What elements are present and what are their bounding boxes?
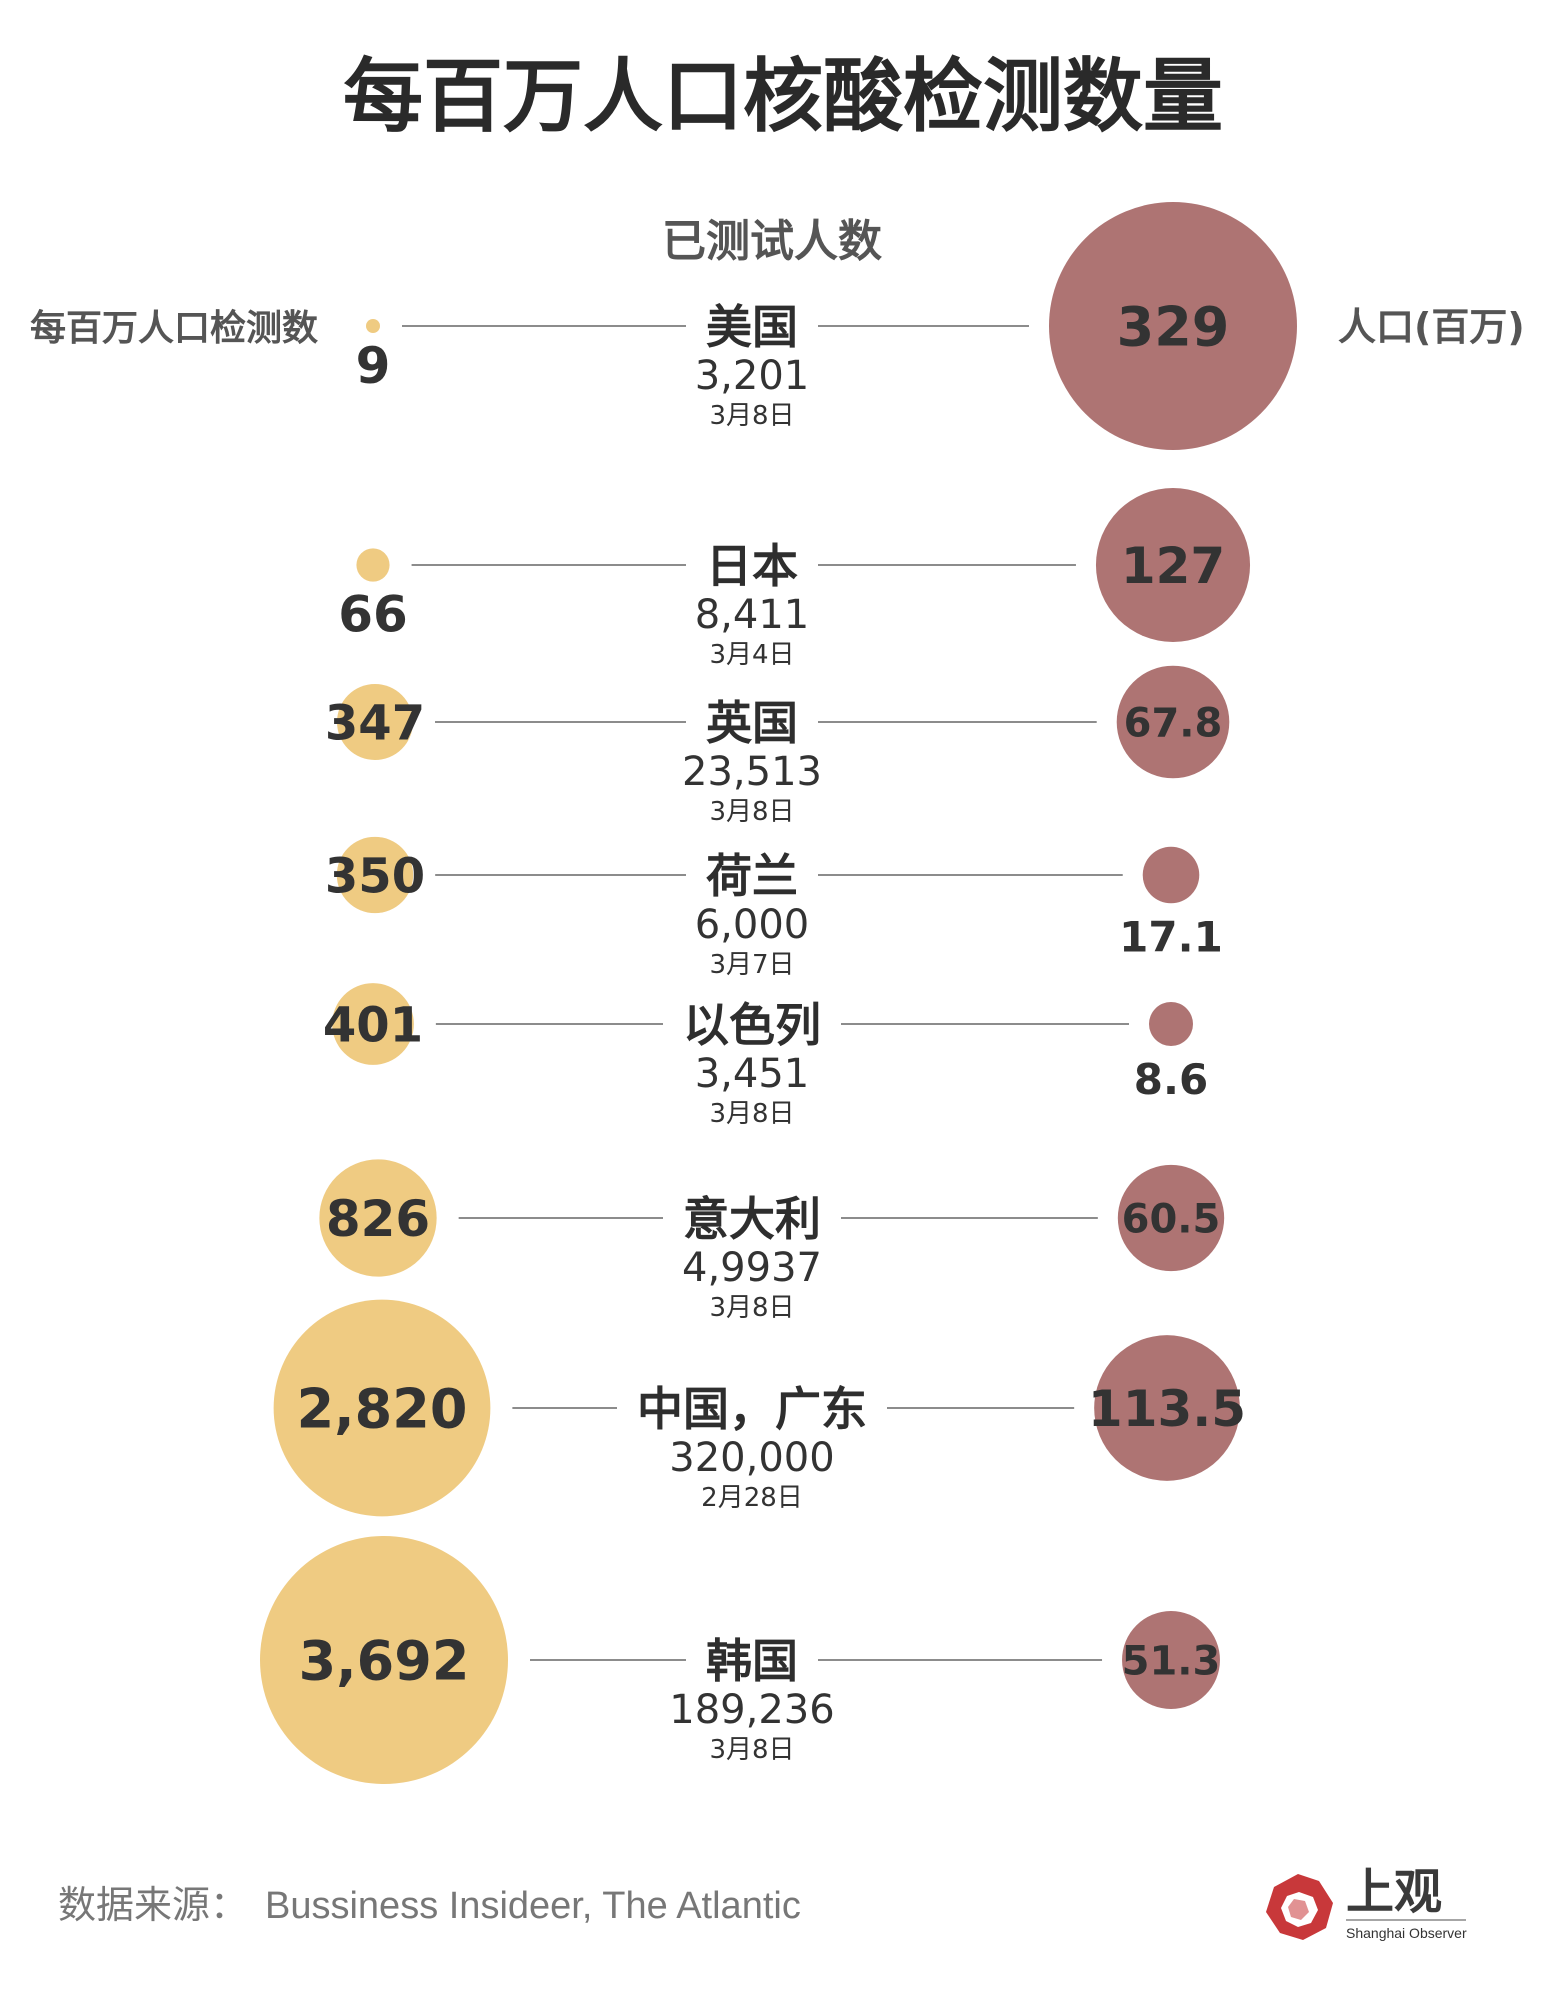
population-label: 113.5 bbox=[1088, 1380, 1246, 1438]
right-header: 人口(百万) bbox=[1338, 305, 1525, 349]
tests-per-million-label: 3,692 bbox=[299, 1629, 470, 1692]
population-bubble bbox=[1095, 487, 1251, 643]
tested-count: 4,9937 bbox=[682, 1245, 822, 1291]
tested-count: 3,201 bbox=[695, 353, 810, 399]
population-label: 67.8 bbox=[1124, 700, 1223, 746]
tested-count: 320,000 bbox=[669, 1435, 834, 1481]
logo-mark-icon bbox=[1266, 1874, 1333, 1940]
country-name: 美国 bbox=[706, 300, 798, 354]
population-bubble bbox=[1122, 1611, 1220, 1709]
tests-per-million-bubble bbox=[332, 983, 414, 1065]
tests-per-million-label: 347 bbox=[325, 695, 425, 751]
test-date: 3月8日 bbox=[709, 1293, 794, 1323]
tests-per-million-label: 9 bbox=[356, 337, 391, 395]
population-bubble bbox=[1049, 202, 1297, 450]
country-name: 以色列 bbox=[683, 998, 821, 1052]
tests-per-million-bubble bbox=[356, 548, 390, 582]
logo-text: 上观 bbox=[1346, 1864, 1442, 1920]
tests-per-million-label: 2,820 bbox=[297, 1377, 468, 1440]
test-date: 3月8日 bbox=[709, 1099, 794, 1129]
population-bubble bbox=[1116, 665, 1230, 779]
country-name: 中国，广东 bbox=[637, 1382, 867, 1436]
source-label: 数据来源： bbox=[58, 1885, 248, 1927]
tests-per-million-label: 826 bbox=[326, 1190, 430, 1248]
population-label: 51.3 bbox=[1122, 1638, 1221, 1684]
test-date: 3月8日 bbox=[709, 401, 794, 431]
tested-count: 189,236 bbox=[669, 1687, 834, 1733]
tested-count: 3,451 bbox=[695, 1051, 810, 1097]
logo: 上观 Shanghai Observer bbox=[1266, 1864, 1467, 1941]
tested-count: 6,000 bbox=[695, 902, 810, 948]
country-name: 英国 bbox=[706, 696, 798, 750]
center-header: 已测试人数 bbox=[662, 216, 882, 267]
population-bubble bbox=[1094, 1335, 1240, 1481]
tests-per-million-bubble bbox=[273, 1299, 491, 1517]
tests-per-million-bubble bbox=[366, 319, 380, 333]
population-label: 127 bbox=[1121, 537, 1225, 595]
test-date: 3月7日 bbox=[709, 950, 794, 980]
tests-per-million-label: 401 bbox=[323, 997, 423, 1053]
tests-per-million-label: 66 bbox=[338, 586, 408, 644]
population-label: 329 bbox=[1117, 295, 1230, 358]
test-date: 3月8日 bbox=[709, 797, 794, 827]
population-label: 60.5 bbox=[1122, 1196, 1221, 1242]
country-name: 日本 bbox=[706, 539, 798, 593]
test-date: 3月4日 bbox=[709, 640, 794, 670]
test-date: 3月8日 bbox=[709, 1735, 794, 1765]
left-header: 每百万人口检测数 bbox=[30, 308, 318, 349]
tests-per-million-label: 350 bbox=[325, 848, 425, 904]
tests-per-million-bubble bbox=[260, 1536, 508, 1784]
source-text: Bussiness Insideer, The Atlantic bbox=[265, 1885, 801, 1927]
population-bubble bbox=[1149, 1002, 1193, 1046]
test-date: 2月28日 bbox=[701, 1483, 803, 1513]
tested-count: 23,513 bbox=[682, 749, 822, 795]
population-bubble bbox=[1117, 1164, 1225, 1272]
country-name: 韩国 bbox=[706, 1634, 798, 1688]
country-name: 意大利 bbox=[683, 1192, 821, 1246]
tests-per-million-bubble bbox=[336, 836, 414, 914]
logo-subtext: Shanghai Observer bbox=[1346, 1925, 1467, 1941]
chart-title: 每百万人口核酸检测数量 bbox=[343, 50, 1223, 143]
population-label: 8.6 bbox=[1134, 1055, 1208, 1104]
population-label: 17.1 bbox=[1119, 912, 1223, 961]
tests-per-million-bubble bbox=[336, 683, 414, 761]
population-bubble bbox=[1142, 846, 1200, 904]
tested-count: 8,411 bbox=[695, 592, 810, 638]
country-name: 荷兰 bbox=[706, 849, 798, 903]
tests-per-million-bubble bbox=[319, 1159, 437, 1277]
